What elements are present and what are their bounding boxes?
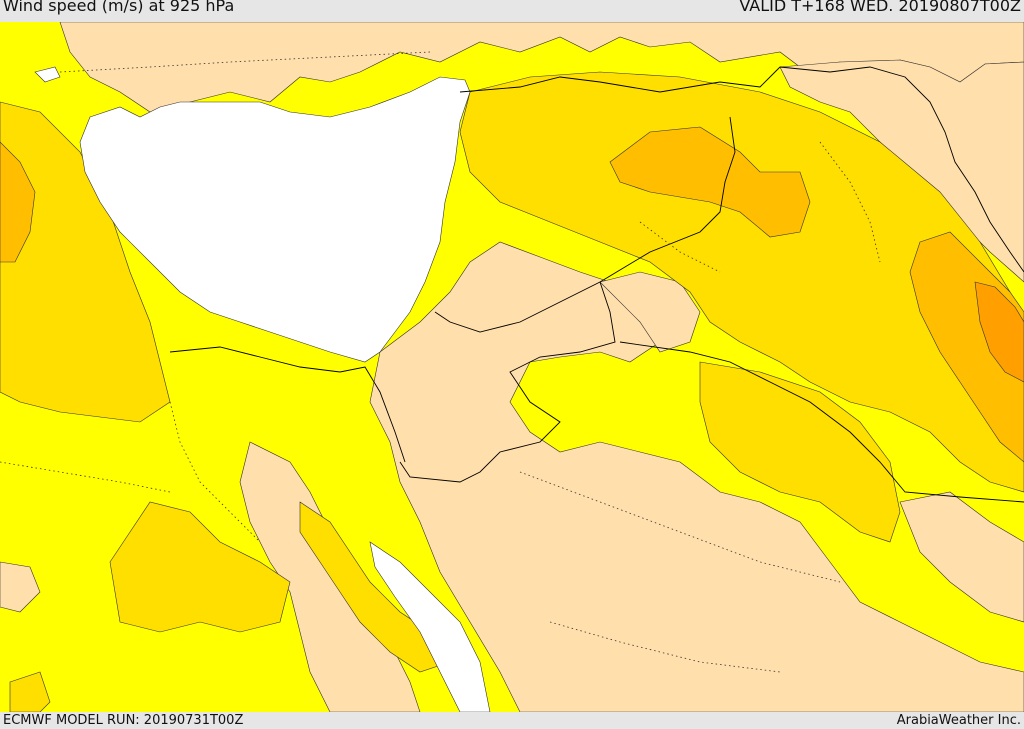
zone-calm-gulf-east bbox=[899, 491, 1024, 623]
wind-map-svg bbox=[0, 22, 1024, 712]
zone-calm-iran bbox=[779, 59, 1024, 283]
footer-bar: ECMWF MODEL RUN: 20190731T00Z ArabiaWeat… bbox=[0, 712, 1024, 729]
zone-calm-sinai-jordan bbox=[369, 241, 1024, 712]
zone-moderate-sudan bbox=[109, 501, 291, 633]
zone-moderate-saudi-north bbox=[699, 361, 901, 543]
valid-time: VALID T+168 WED. 20190807T00Z bbox=[739, 0, 1021, 15]
sea-redsea bbox=[369, 541, 491, 712]
zone-calm-west bbox=[0, 561, 41, 613]
country-borders bbox=[169, 66, 1024, 503]
header-bar: Wind speed (m/s) at 925 hPa VALID T+168 … bbox=[0, 0, 1024, 22]
credit: ArabiaWeather Inc. bbox=[896, 713, 1021, 728]
model-run: ECMWF MODEL RUN: 20190731T00Z bbox=[3, 713, 244, 728]
zone-moderate-redsea bbox=[299, 501, 451, 673]
zone-calm-syria-iraq bbox=[599, 271, 701, 353]
sea-aegean-island bbox=[34, 66, 61, 83]
zone-fresh-gulf-inner bbox=[974, 281, 1024, 383]
zone-moderate-north bbox=[459, 71, 1024, 493]
wind-map bbox=[0, 22, 1024, 712]
zone-fresh-libya bbox=[0, 141, 36, 263]
map-title: Wind speed (m/s) at 925 hPa bbox=[3, 0, 235, 15]
sea-mediterranean bbox=[79, 76, 471, 363]
zone-moderate-southwest bbox=[9, 671, 51, 712]
province-borders bbox=[0, 51, 881, 673]
zone-fresh-iraq bbox=[609, 126, 811, 238]
